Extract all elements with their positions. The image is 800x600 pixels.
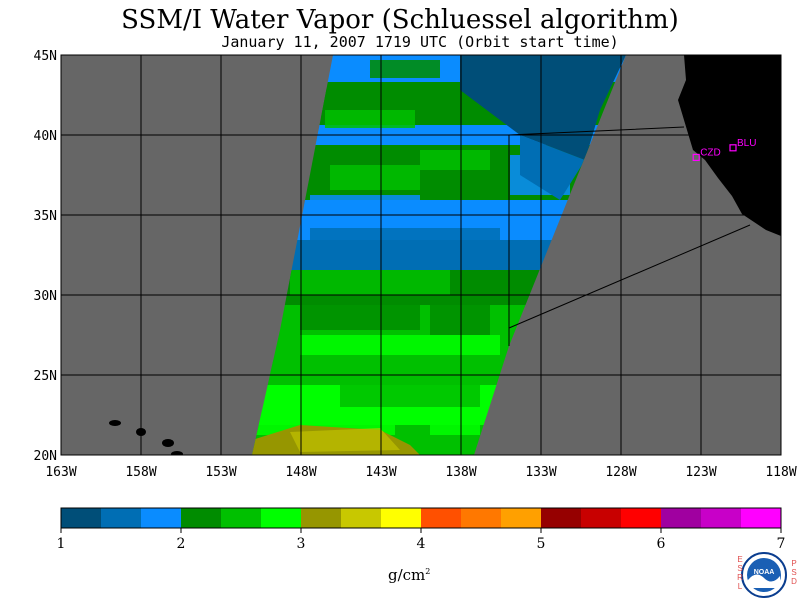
colorbar-swatch	[541, 508, 581, 528]
colorbar-swatch	[661, 508, 701, 528]
longitude-label: 128W	[605, 465, 636, 480]
swath-block	[370, 60, 440, 78]
units-text: g/cm	[388, 566, 426, 584]
swath-block	[310, 228, 500, 250]
longitude-label: 133W	[525, 465, 556, 480]
longitude-label: 123W	[685, 465, 716, 480]
longitude-label: 148W	[285, 465, 316, 480]
longitude-label: 163W	[45, 465, 76, 480]
logo-right-letter: P	[791, 559, 796, 568]
colorbar-swatch	[101, 508, 141, 528]
longitude-label: 153W	[205, 465, 236, 480]
swath-yellow-band	[290, 428, 400, 452]
colorbar-swatch	[501, 508, 541, 528]
hawaii-island	[109, 420, 121, 426]
map-plot-area	[61, 55, 781, 455]
colorbar-swatch	[741, 508, 781, 528]
colorbar-swatch	[701, 508, 741, 528]
colorbar-swatch	[381, 508, 421, 528]
latitude-labels: 45N 40N 35N 30N 25N 20N	[34, 49, 57, 464]
longitude-label: 158W	[125, 465, 156, 480]
colorbar-swatch	[141, 508, 181, 528]
station-marker	[692, 153, 700, 161]
latitude-label: 35N	[34, 209, 57, 224]
station-label: BLU	[737, 138, 756, 149]
colorbar-tick-label: 7	[777, 536, 786, 552]
swath-block	[420, 150, 490, 170]
swath-block	[290, 270, 450, 295]
units-superscript: 2	[425, 567, 431, 576]
latitude-label: 20N	[34, 449, 57, 464]
latitude-label: 45N	[34, 49, 57, 64]
colorbar-tick-label: 1	[57, 536, 66, 552]
swath-low-vapor-region	[460, 55, 626, 160]
colorbar-swatch	[261, 508, 301, 528]
colorbar-tick-label: 5	[537, 536, 546, 552]
map-frame	[60, 54, 782, 456]
swath-block	[430, 295, 490, 335]
logo-left-letter: R	[737, 573, 743, 582]
logo-right-letter: D	[791, 577, 797, 586]
hawaii-island	[162, 439, 174, 447]
colorbar-swatch	[461, 508, 501, 528]
latitude-label: 40N	[34, 129, 57, 144]
station-label: CZD	[700, 147, 721, 158]
swath-mid-vapor-region	[520, 135, 585, 200]
longitude-label: 138W	[445, 465, 476, 480]
colorbar-swatch	[341, 508, 381, 528]
swath-block	[430, 410, 480, 435]
latitude-label: 30N	[34, 289, 57, 304]
colorbar-swatch	[181, 508, 221, 528]
colorbar-tick-labels: 1 2 3 4 5 6 7	[57, 528, 786, 552]
colorbar-swatch	[221, 508, 261, 528]
colorbar-swatch	[301, 508, 341, 528]
colorbar-tick-label: 4	[417, 536, 426, 552]
colorbar-tick-label: 6	[657, 536, 666, 552]
swath-block	[325, 110, 415, 128]
longitude-label: 143W	[365, 465, 396, 480]
map-title: SSM/I Water Vapor (Schluessel algorithm)	[121, 5, 679, 35]
logo-right-letter: S	[791, 568, 796, 577]
swath-block	[270, 360, 490, 380]
swath-block	[380, 200, 460, 225]
colorbar	[60, 507, 782, 529]
longitude-label: 118W	[765, 465, 796, 480]
colorbar-tick-label: 2	[177, 536, 186, 552]
swath-block	[340, 385, 480, 407]
colorbar-swatch	[421, 508, 461, 528]
longitude-labels: 163W 158W 153W 148W 143W 138W 133W 128W 123W 118W	[45, 465, 796, 480]
station-markers: CZD BLU	[692, 138, 756, 161]
colorbar-swatch	[621, 508, 661, 528]
colorbar-tick-label: 3	[297, 536, 306, 552]
colorbar-units: g/cm2	[388, 566, 430, 584]
logo-left-letter: S	[737, 564, 742, 573]
logo-wave	[748, 574, 780, 588]
colorbar-swatch	[61, 508, 101, 528]
station-marker	[729, 144, 737, 152]
swath-block	[330, 165, 420, 190]
latitude-label: 25N	[34, 369, 57, 384]
domain-outline-lower	[508, 224, 751, 329]
swath-block	[300, 335, 500, 355]
hawaii-island	[171, 451, 183, 455]
colorbar-swatch	[581, 508, 621, 528]
swath-block	[300, 130, 450, 145]
swath-block	[300, 300, 420, 330]
logo-center-text: NOAA	[754, 569, 775, 576]
logo-left-letter: L	[738, 582, 743, 591]
map-gridlines	[61, 55, 781, 455]
map-subtitle: January 11, 2007 1719 UTC (Orbit start t…	[221, 33, 619, 51]
logo-left-letter: E	[737, 555, 742, 564]
